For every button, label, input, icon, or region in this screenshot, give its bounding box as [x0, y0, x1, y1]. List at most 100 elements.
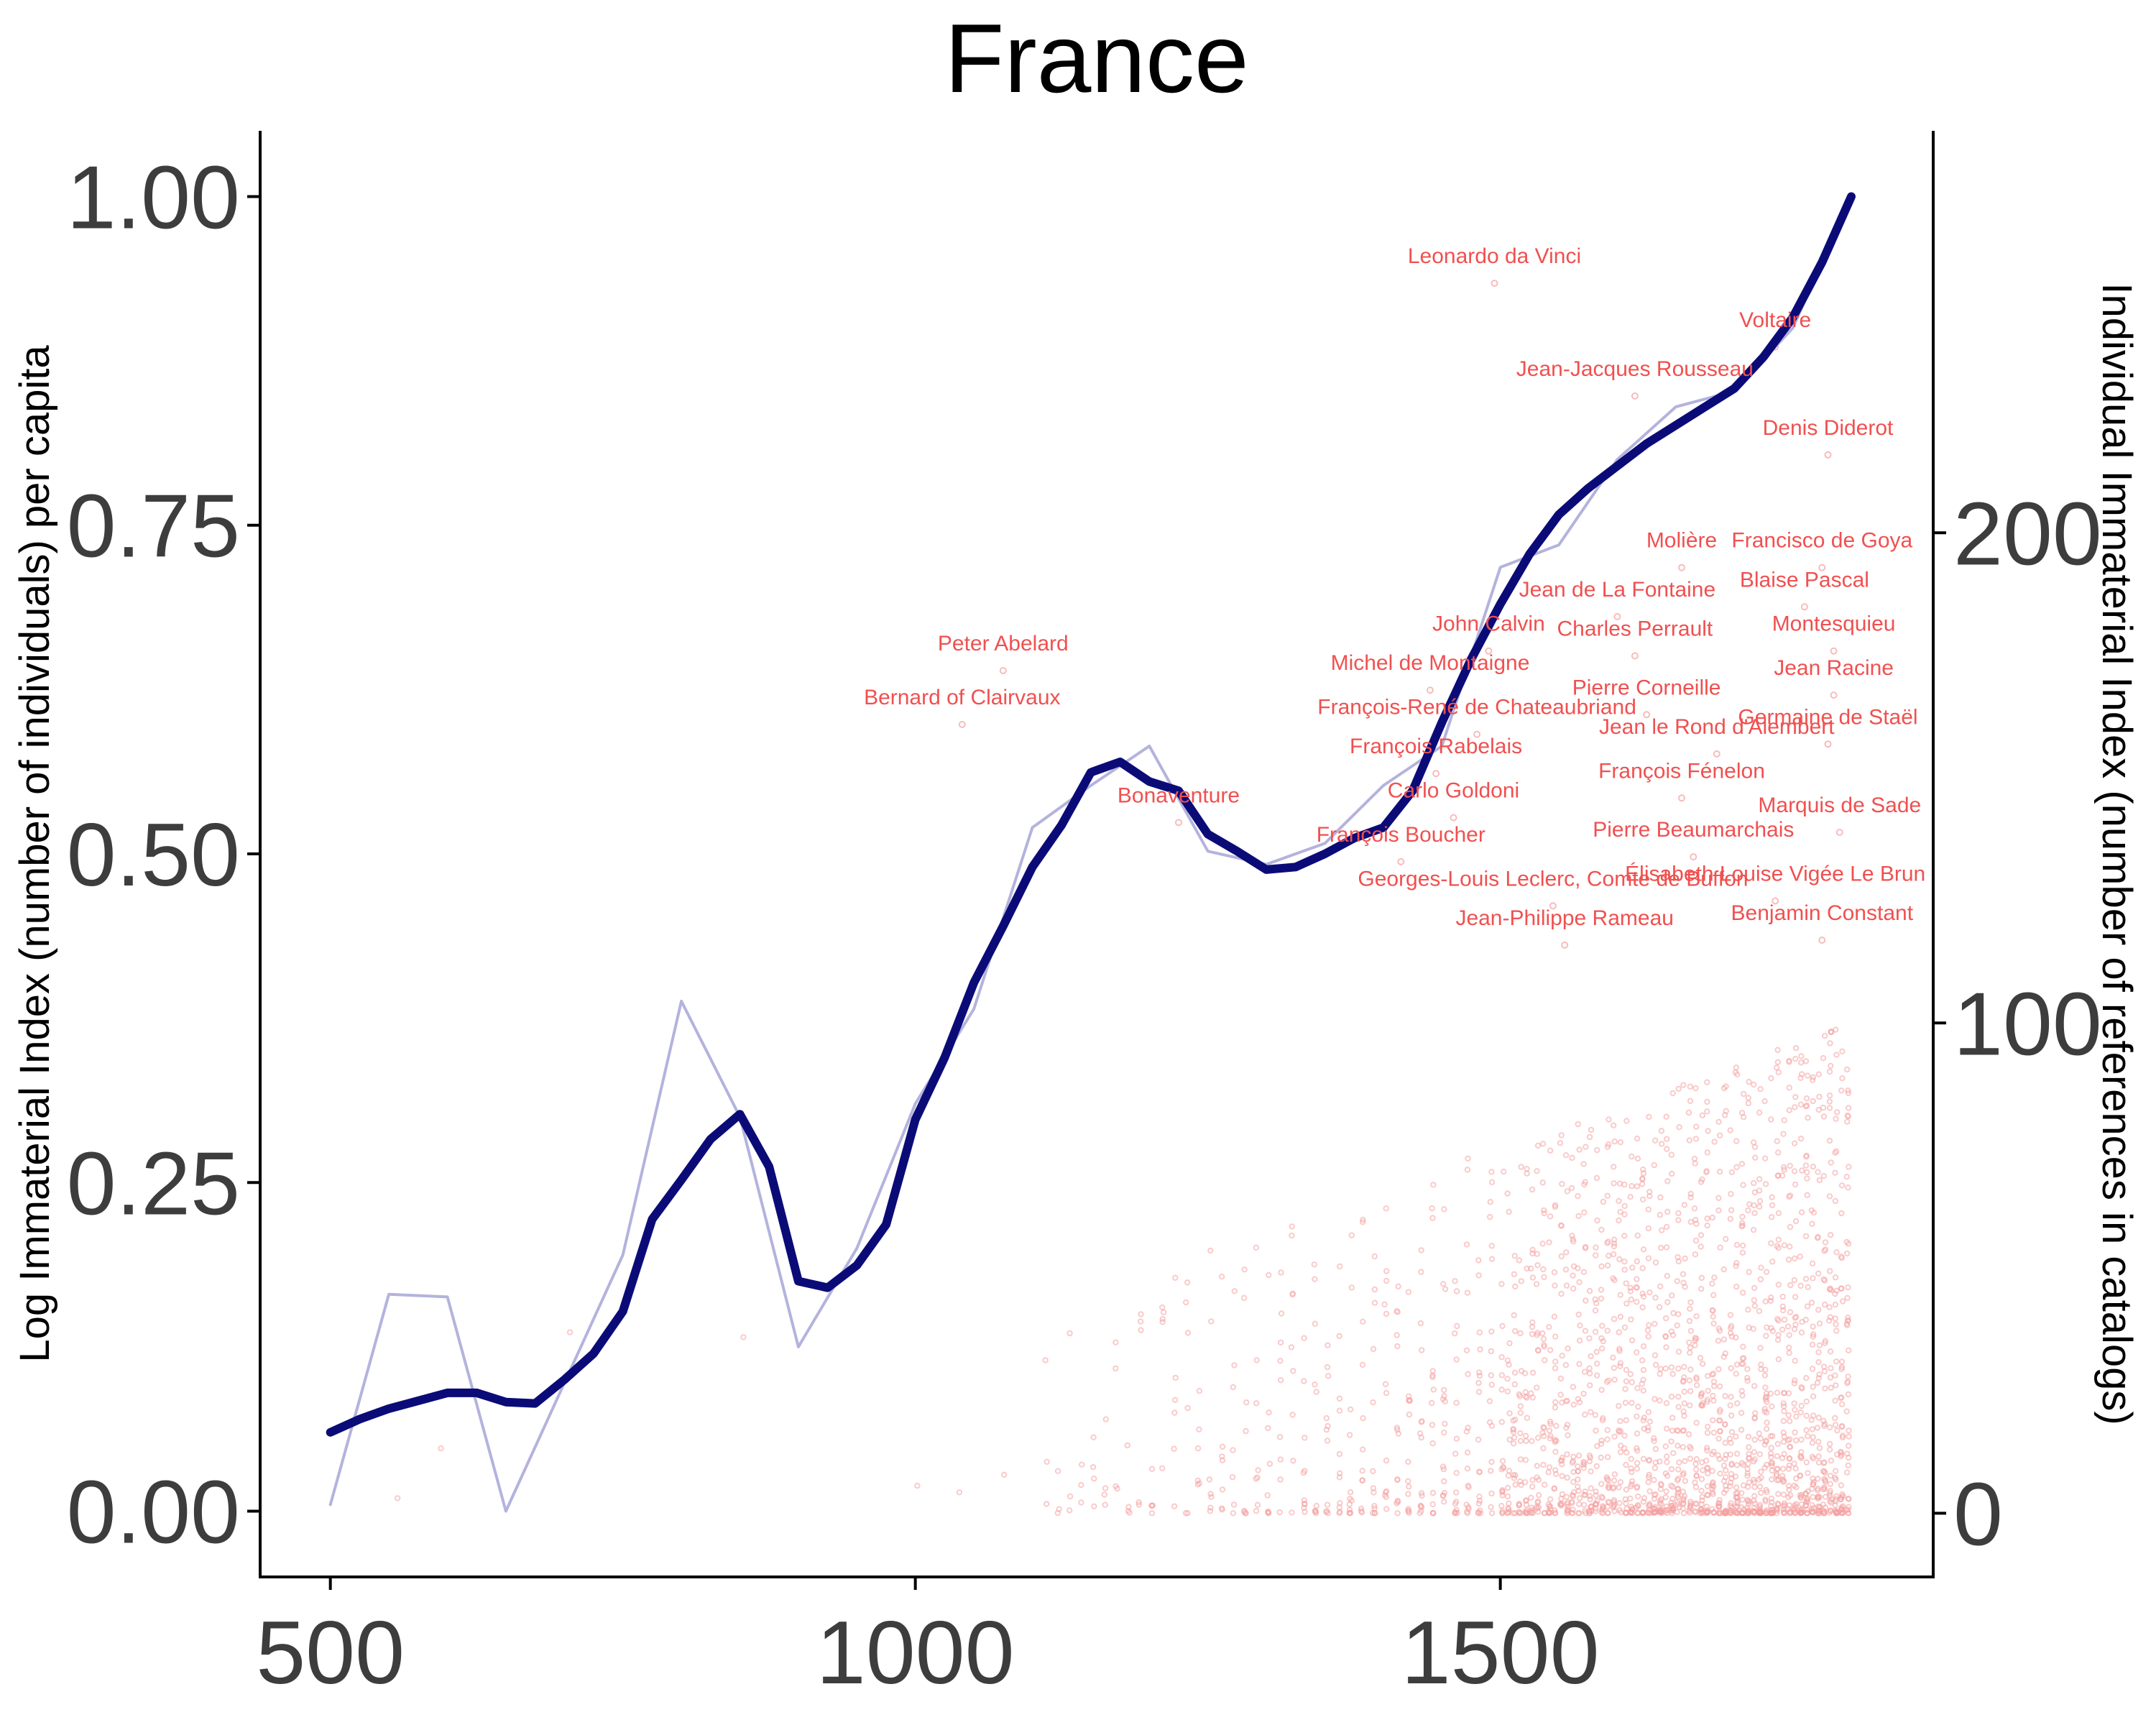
- annotated-point: [1830, 691, 1838, 699]
- individual-point: [1733, 1241, 1741, 1248]
- individual-point: [1820, 1105, 1827, 1111]
- y-right-axis-ticks: 0 100 200: [1933, 484, 2102, 1564]
- individual-point: [1843, 1506, 1850, 1514]
- individual-point: [1394, 1476, 1401, 1484]
- individual-point: [1575, 1510, 1582, 1517]
- individual-point: [1838, 1453, 1844, 1460]
- individual-point: [1336, 1450, 1343, 1458]
- individual-point: [1704, 1447, 1710, 1454]
- individual-point: [1710, 1292, 1717, 1299]
- individual-point: [1634, 1501, 1641, 1509]
- individual-point: [1570, 1402, 1577, 1408]
- individual-point: [1546, 1324, 1552, 1330]
- individual-point: [1599, 1417, 1606, 1424]
- individual-point: [1323, 1414, 1330, 1422]
- annotated-point: [999, 667, 1007, 674]
- individual-point: [1799, 1167, 1805, 1174]
- individual-point: [1646, 1501, 1653, 1507]
- individual-point: [1704, 1079, 1710, 1085]
- individual-point: [1533, 1281, 1540, 1287]
- individual-point: [1832, 1169, 1838, 1176]
- individual-point: [1563, 1282, 1570, 1289]
- individual-point: [1846, 1433, 1852, 1440]
- individual-point: [1498, 1502, 1505, 1509]
- individual-point: [1523, 1507, 1529, 1514]
- individual-point: [1634, 1232, 1641, 1239]
- name-label: Molière: [1646, 529, 1717, 553]
- individual-point: [1664, 1425, 1670, 1432]
- individual-point: [1693, 1382, 1700, 1389]
- individual-point: [1564, 1451, 1570, 1458]
- individual-point: [1650, 1505, 1657, 1512]
- individual-point: [1112, 1365, 1119, 1372]
- individual-point: [1529, 1484, 1536, 1490]
- individual-point: [1763, 1269, 1770, 1275]
- individual-point: [1580, 1161, 1587, 1167]
- individual-point: [1439, 1493, 1447, 1499]
- individual-point: [1159, 1316, 1166, 1322]
- individual-point: [1815, 1071, 1823, 1077]
- individual-point: [1054, 1509, 1061, 1517]
- individual-point: [1774, 1059, 1782, 1066]
- individual-point: [1628, 1483, 1634, 1490]
- individual-point: [1465, 1155, 1471, 1162]
- individual-point: [1500, 1463, 1506, 1471]
- individual-point: [1764, 1425, 1770, 1432]
- individual-point: [1746, 1201, 1753, 1208]
- individual-point: [1547, 1503, 1554, 1509]
- individual-point: [1832, 1422, 1839, 1428]
- individual-point: [1833, 1052, 1840, 1058]
- individual-point: [1797, 1494, 1804, 1501]
- individual-point: [1845, 1284, 1851, 1291]
- individual-point: [1516, 1510, 1523, 1517]
- individual-point: [1792, 1255, 1798, 1262]
- individual-point: [1627, 1194, 1634, 1200]
- individual-point: [1728, 1471, 1735, 1477]
- individual-point: [1663, 1223, 1670, 1230]
- individual-point: [1769, 1462, 1775, 1469]
- individual-point: [1101, 1491, 1108, 1498]
- individual-point: [1441, 1478, 1447, 1485]
- individual-point: [1787, 1243, 1793, 1250]
- individual-point: [1551, 1269, 1558, 1276]
- individual-point: [1728, 1412, 1735, 1419]
- individual-point: [1792, 1407, 1798, 1413]
- individual-point: [1639, 1181, 1646, 1187]
- individual-point: [1488, 1256, 1496, 1262]
- individual-point: [1668, 1151, 1675, 1158]
- individual-point: [1559, 1181, 1565, 1187]
- individual-point: [1756, 1476, 1762, 1483]
- individual-point: [1693, 1466, 1700, 1473]
- individual-point: [1580, 1458, 1587, 1466]
- individual-point: [1826, 1286, 1833, 1293]
- individual-point: [1780, 1164, 1787, 1171]
- annotated-point: [1690, 853, 1697, 861]
- individual-point: [1798, 1059, 1805, 1066]
- individual-point: [1621, 1202, 1628, 1210]
- individual-point: [1715, 1207, 1722, 1214]
- individual-point: [1586, 1458, 1593, 1465]
- name-label: Marquis de Sade: [1758, 794, 1921, 817]
- individual-point: [1419, 1492, 1425, 1499]
- individual-point: [1383, 1205, 1389, 1212]
- individual-point: [1840, 1432, 1846, 1439]
- individual-point: [1524, 1414, 1531, 1421]
- individual-point: [1348, 1406, 1354, 1413]
- individual-point: [1797, 1472, 1804, 1479]
- individual-point: [1804, 1192, 1810, 1199]
- individual-point: [1564, 1398, 1571, 1404]
- individual-point: [1054, 1468, 1061, 1474]
- individual-point: [1663, 1488, 1669, 1495]
- individual-point: [1762, 1366, 1769, 1373]
- individual-point: [1768, 1116, 1774, 1123]
- individual-point: [1406, 1397, 1412, 1404]
- individual-point: [1697, 1243, 1704, 1250]
- individual-point: [1587, 1370, 1593, 1377]
- individual-point: [1506, 1208, 1512, 1215]
- individual-point: [1750, 1325, 1756, 1333]
- individual-point: [1761, 1372, 1769, 1379]
- individual-point: [1511, 1312, 1517, 1319]
- individual-point: [1289, 1509, 1295, 1516]
- individual-point: [1781, 1167, 1787, 1173]
- individual-point: [1664, 1473, 1671, 1479]
